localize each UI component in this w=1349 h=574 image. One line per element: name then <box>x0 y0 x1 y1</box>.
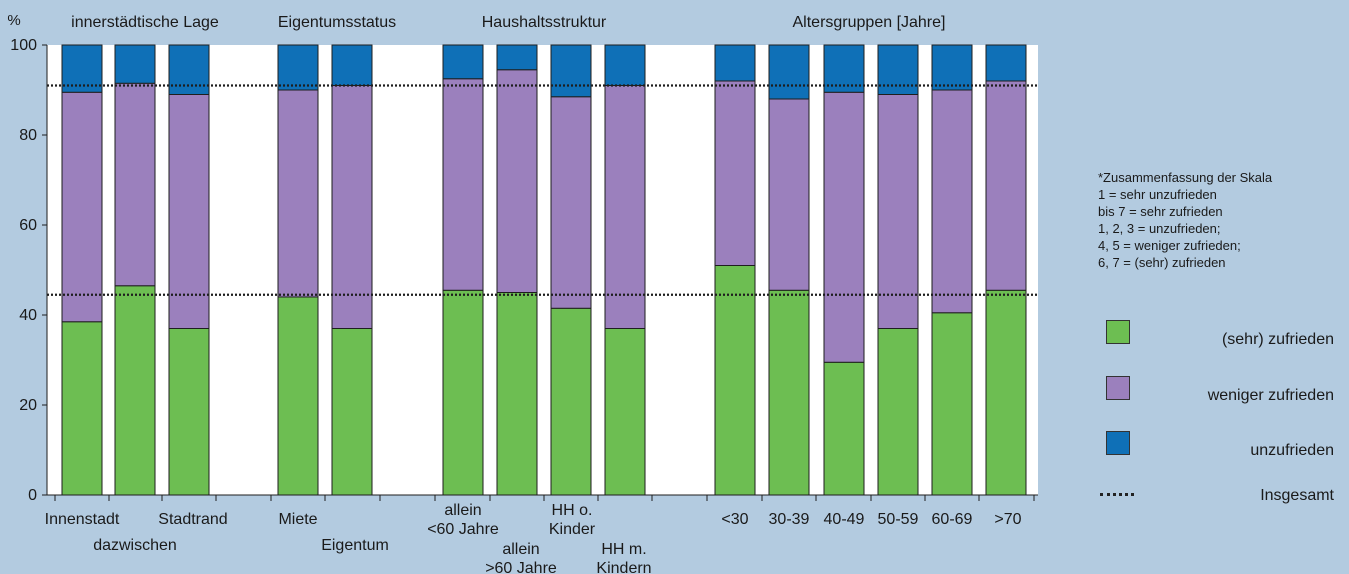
scale-note-line: 6, 7 = (sehr) zufrieden <box>1098 255 1226 270</box>
bar-segment <box>714 265 756 496</box>
category-label: dazwischen <box>93 537 177 554</box>
bar-segment <box>496 44 538 71</box>
bar-segment <box>604 85 646 329</box>
bar-segment <box>442 78 484 291</box>
legend-swatch-unzufrieden <box>1106 431 1130 455</box>
bar-segment <box>61 44 103 93</box>
y-tick-label: 40 <box>19 307 37 324</box>
bar-segment <box>61 91 103 323</box>
bar-segment <box>550 96 592 309</box>
bar-segment <box>985 44 1027 82</box>
bar-segment <box>877 44 919 95</box>
bar-segment <box>823 361 865 496</box>
bar-segment <box>496 292 538 496</box>
bar-segment <box>114 285 156 496</box>
scale-note: *Zusammenfassung der Skala 1 = sehr unzu… <box>1098 169 1272 271</box>
bar-segment <box>331 328 373 496</box>
bar-segment <box>823 44 865 93</box>
y-tick-label: 20 <box>19 397 37 414</box>
category-label: Eigentum <box>321 537 389 554</box>
scale-note-line: bis 7 = sehr zufrieden <box>1098 204 1223 219</box>
y-tick-label: 100 <box>10 37 37 54</box>
bar-segment <box>714 80 756 266</box>
legend-label-sehr-zufrieden: (sehr) zufrieden <box>1221 331 1334 348</box>
bar-segment <box>714 44 756 82</box>
category-label: 40-49 <box>824 511 865 528</box>
category-label: allein <60 Jahre <box>427 502 499 538</box>
bar-segment <box>168 94 210 329</box>
bar-segment <box>550 44 592 98</box>
group-header: Eigentumsstatus <box>278 14 396 31</box>
category-label: 50-59 <box>878 511 919 528</box>
bar-segment <box>277 296 319 496</box>
category-label: 30-39 <box>769 511 810 528</box>
legend-label-unzufrieden: unzufrieden <box>1250 442 1334 459</box>
bar-segment <box>277 89 319 298</box>
category-label: 60-69 <box>932 511 973 528</box>
bar-segment <box>442 44 484 80</box>
bar-segment <box>168 44 210 95</box>
category-label: Stadtrand <box>158 511 227 528</box>
bar-segment <box>114 44 156 84</box>
bar-segment <box>331 85 373 329</box>
category-label: Miete <box>278 511 317 528</box>
category-label: Innenstadt <box>45 511 120 528</box>
bar-segment <box>823 91 865 363</box>
bar-segment <box>442 289 484 496</box>
bar-segment <box>331 44 373 86</box>
bar-segment <box>168 328 210 496</box>
bar-segment <box>768 98 810 291</box>
category-label: HH m. Kindern <box>596 541 651 574</box>
bar-segment <box>931 44 973 91</box>
legend-swatch-sehr-zufrieden <box>1106 320 1130 344</box>
bar-segment <box>550 307 592 496</box>
scale-note-line: 1 = sehr unzufrieden <box>1098 187 1217 202</box>
category-label: HH o. Kinder <box>549 502 596 538</box>
y-unit-label: % <box>7 12 20 29</box>
bar-segment <box>985 80 1027 291</box>
bar-segment <box>604 328 646 496</box>
bar-segment <box>877 94 919 329</box>
y-tick-label: 80 <box>19 127 37 144</box>
legend-label-insgesamt: Insgesamt <box>1260 487 1334 504</box>
bar-segment <box>277 44 319 91</box>
bar-segment <box>931 312 973 496</box>
bar-segment <box>877 328 919 496</box>
category-label: <30 <box>721 511 748 528</box>
legend-label-weniger-zufrieden: weniger zufrieden <box>1207 387 1334 404</box>
bar-segment <box>931 89 973 314</box>
bar-segment <box>768 44 810 100</box>
bar-segment <box>768 289 810 496</box>
group-header: innerstädtische Lage <box>71 14 219 31</box>
y-tick-label: 60 <box>19 217 37 234</box>
legend-dotted-line-insgesamt <box>1100 493 1134 496</box>
group-header: Haushaltsstruktur <box>482 14 607 31</box>
group-header: Altersgruppen [Jahre] <box>793 14 946 31</box>
category-label: allein >60 Jahre <box>485 541 557 574</box>
scale-note-line: 4, 5 = weniger zufrieden; <box>1098 238 1241 253</box>
bar-segment <box>985 289 1027 496</box>
bar-segment <box>604 44 646 86</box>
bar-segment <box>61 321 103 496</box>
bar-segment <box>496 69 538 293</box>
scale-note-line: *Zusammenfassung der Skala <box>1098 170 1273 185</box>
scale-note-line: 1, 2, 3 = unzufrieden; <box>1098 221 1221 236</box>
plot-area <box>47 45 1038 495</box>
bar-segment <box>114 82 156 287</box>
y-tick-label: 0 <box>28 487 37 504</box>
legend-swatch-weniger-zufrieden <box>1106 376 1130 400</box>
category-label: >70 <box>994 511 1021 528</box>
